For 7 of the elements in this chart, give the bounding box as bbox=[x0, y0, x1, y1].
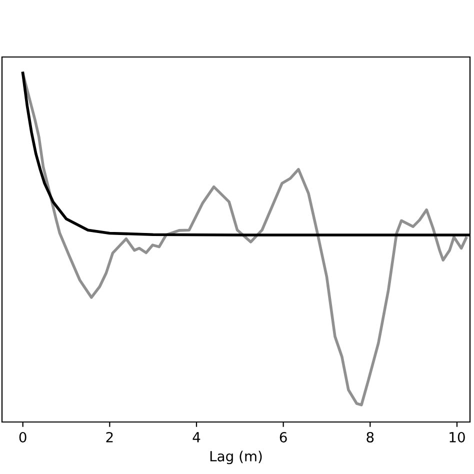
x-tick-label: 8 bbox=[366, 432, 374, 442]
x-tick-label: 10 bbox=[450, 432, 465, 442]
x-tick-label: 0 bbox=[19, 432, 26, 442]
x-tick-label: 4 bbox=[192, 432, 200, 442]
x-tick-label: 2 bbox=[106, 432, 113, 442]
x-axis-title: Lag (m) bbox=[210, 450, 262, 464]
x-tick-label: 6 bbox=[280, 432, 287, 442]
